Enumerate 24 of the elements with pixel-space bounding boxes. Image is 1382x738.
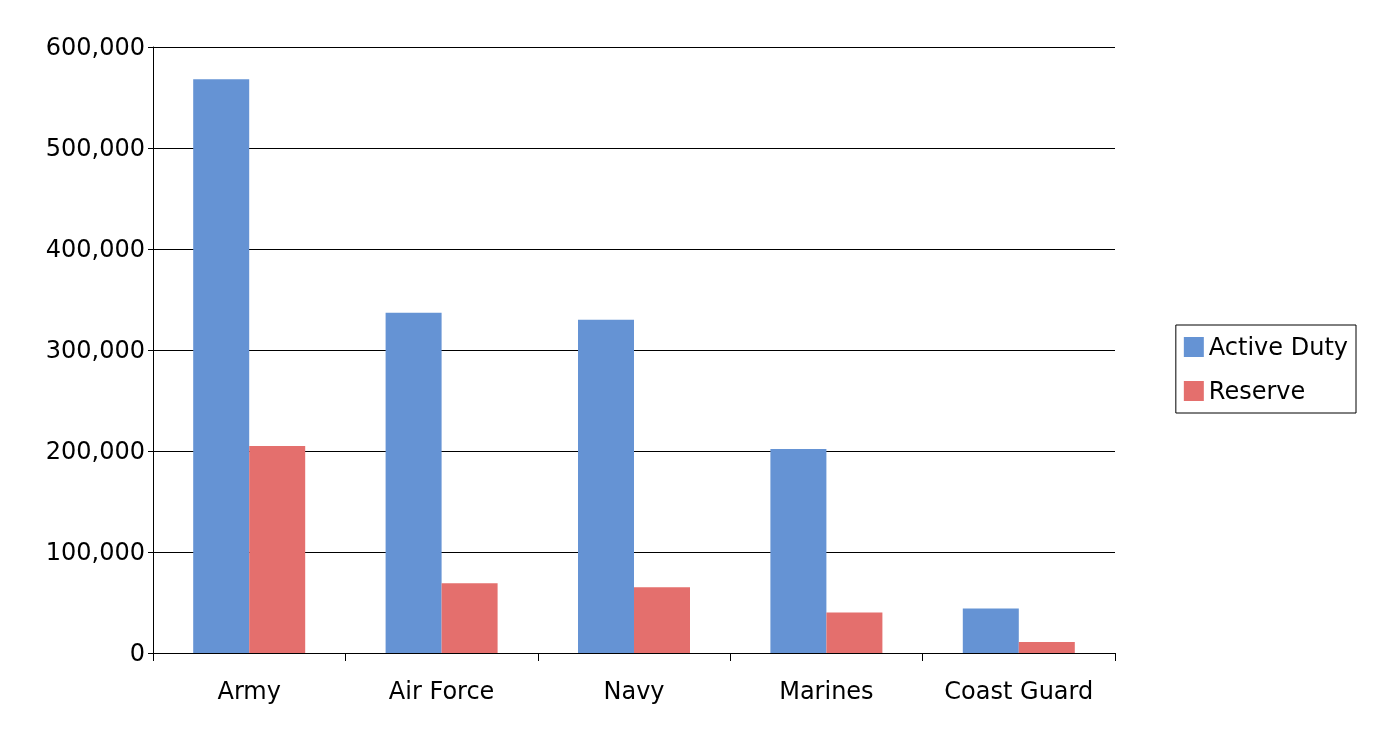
x-tick-label: Coast Guard — [944, 677, 1094, 705]
bar — [249, 445, 306, 653]
x-tick-label: Army — [217, 677, 281, 705]
y-tick-label: 300,000 — [45, 336, 145, 364]
y-tick-label: 0 — [129, 639, 145, 667]
y-tick-label: 500,000 — [45, 134, 145, 162]
bar — [578, 319, 634, 653]
legend-label: Reserve — [1208, 377, 1306, 405]
x-tick-label: Navy — [603, 677, 665, 705]
bar — [634, 587, 690, 653]
x-tick-label: Marines — [779, 677, 874, 705]
bar — [962, 608, 1019, 653]
y-tick-label: 200,000 — [45, 437, 145, 465]
bar — [770, 448, 827, 653]
bar — [1018, 641, 1075, 653]
bar — [826, 612, 883, 653]
y-tick-label: 600,000 — [45, 33, 145, 61]
y-tick-label: 400,000 — [45, 235, 145, 263]
bar — [193, 79, 250, 653]
bar — [441, 583, 498, 653]
y-tick-label: 100,000 — [45, 538, 145, 566]
bar — [385, 312, 442, 653]
x-tick-label: Air Force — [388, 677, 495, 705]
legend-label: Active Duty — [1208, 333, 1348, 361]
